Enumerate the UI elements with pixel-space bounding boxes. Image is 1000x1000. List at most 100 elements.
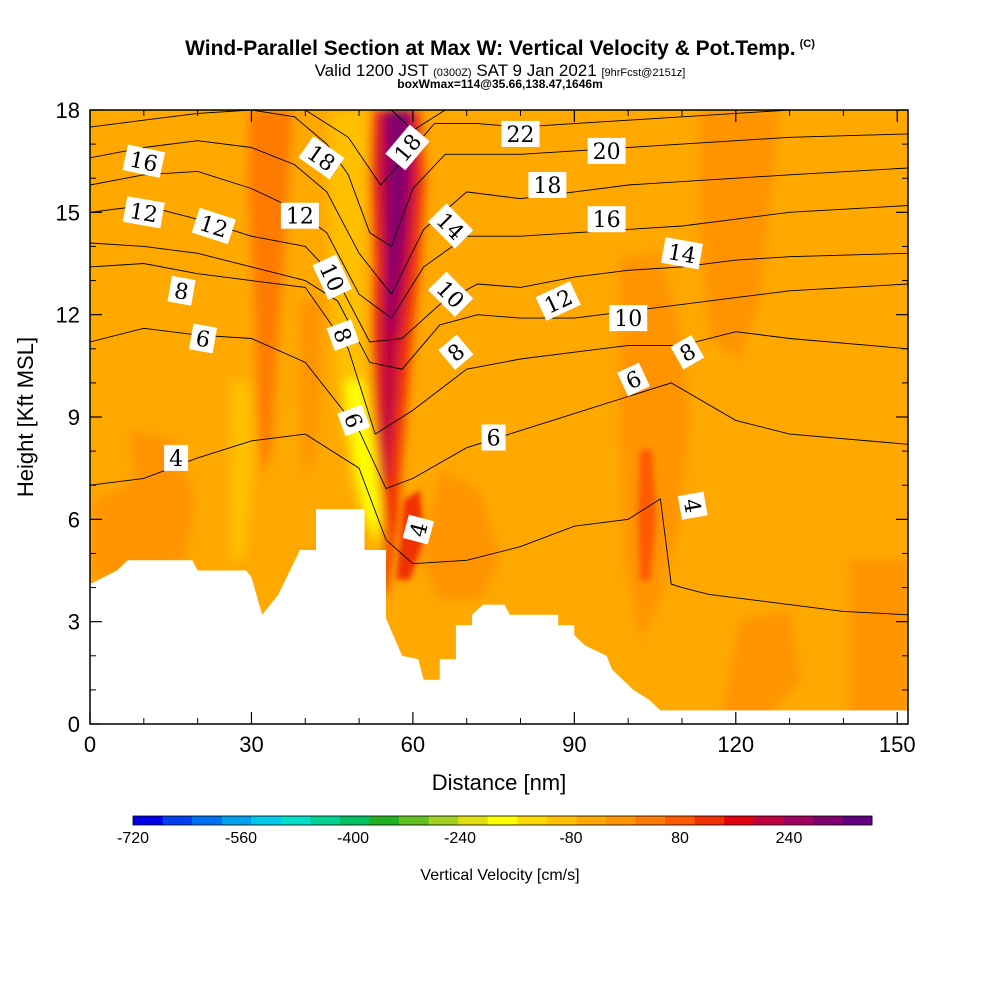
contour-label-text: 12 — [128, 199, 160, 228]
colorbar-swatch — [724, 816, 755, 825]
x-tick-label: 120 — [717, 732, 754, 757]
valid-time-text: Valid 1200 JST — [314, 61, 429, 80]
forecast-info: [9hrFcst@2151z] — [601, 67, 686, 79]
colorbar-frame — [132, 815, 873, 826]
contour-label-bg — [438, 334, 474, 370]
velocity-shading — [92, 110, 908, 724]
x-tick-label: 0 — [84, 732, 96, 757]
chart-title: Wind-Parallel Section at Max W: Vertical… — [0, 37, 1000, 61]
contour-label-text: 10 — [614, 307, 642, 332]
colorbar-swatch — [310, 816, 341, 825]
contour-label-bg — [298, 136, 345, 180]
colorbar-swatch — [251, 816, 282, 825]
contour-label-text: 6 — [487, 427, 501, 452]
copyright-mark: (C) — [799, 38, 815, 50]
theta-contour-10 — [90, 242, 908, 370]
updraft-left2 — [300, 300, 322, 480]
contour-label-bg — [385, 124, 430, 171]
x-tick-label: 30 — [239, 732, 263, 757]
downdraft-left — [230, 380, 255, 560]
contour-label-text: 18 — [533, 174, 561, 199]
updraft-mid — [378, 110, 416, 480]
colorbar-swatch — [280, 816, 311, 825]
contour-label-bg — [501, 120, 540, 147]
colorbar-swatch — [694, 816, 725, 825]
colorbar-tick-label: -720 — [117, 830, 149, 847]
contour-label-26: 4 — [677, 491, 708, 520]
contour-label-bg — [427, 271, 474, 317]
colorbar-tick-label: 240 — [776, 830, 803, 847]
colorbar-swatch — [665, 816, 696, 825]
contour-label-17: 8 — [326, 319, 360, 351]
contour-label-bg — [535, 281, 581, 321]
colorbar-swatch — [487, 816, 518, 825]
contour-label-bg — [312, 254, 353, 300]
contour-label-13: 10 — [609, 305, 648, 332]
y-tick-label: 12 — [56, 303, 80, 328]
contour-label-1: 12 — [122, 196, 165, 229]
colorbar-swatch — [133, 816, 164, 825]
contour-label-0: 16 — [122, 144, 166, 178]
theta-contour-8 — [90, 263, 908, 435]
contour-label-bg — [167, 275, 196, 306]
contour-label-20: 6 — [188, 323, 218, 354]
colorbar-tick-label: -560 — [225, 830, 257, 847]
contour-label-bg — [188, 323, 218, 354]
valid-time-line: Valid 1200 JST (0300Z) SAT 9 Jan 2021 [9… — [0, 61, 1000, 81]
contour-label-text: 12 — [286, 205, 314, 230]
contour-label-bg — [587, 137, 626, 164]
contour-label-bg — [402, 514, 434, 545]
contour-label-bg — [337, 404, 371, 437]
colorbar-swatch — [576, 816, 607, 825]
theta-contours — [90, 110, 908, 616]
colorbar-swatch — [221, 816, 252, 825]
contour-label-text: 8 — [172, 279, 190, 306]
contour-label-bg — [670, 334, 705, 370]
contour-label-bg — [661, 237, 703, 270]
y-tick-label: 15 — [56, 200, 80, 225]
contour-label-6: 22 — [501, 120, 540, 148]
contour-label-8: 18 — [528, 172, 567, 199]
contour-label-text: 4 — [169, 447, 183, 472]
contour-label-bg — [528, 172, 567, 198]
colorbar-swatch — [753, 816, 784, 825]
box-wmax-info: boxWmax=114@35.66,138.47,1646m — [397, 77, 603, 91]
lower-right-patch — [850, 560, 908, 724]
contour-label-bg — [587, 206, 626, 233]
colorbar-swatch — [546, 816, 577, 825]
theta-contour-14 — [90, 170, 908, 319]
contour-label-text: 4 — [678, 497, 705, 515]
x-tick-label: 60 — [401, 732, 425, 757]
colorbar-swatch — [842, 816, 873, 825]
contour-label-bg — [677, 491, 708, 520]
x-tick-label: 150 — [879, 732, 916, 757]
colorbar-swatch — [635, 816, 666, 825]
contour-label-25: 4 — [402, 514, 434, 545]
contour-label-9: 16 — [587, 206, 626, 233]
colorbar-swatch — [605, 816, 637, 825]
y-axis-title: Height [Kft MSL] — [13, 337, 38, 497]
contour-label-text: 22 — [507, 123, 535, 148]
colorbar-swatch — [783, 816, 814, 825]
theta-contour-20 — [305, 110, 790, 186]
right-core — [638, 450, 656, 580]
contour-label-22: 6 — [481, 424, 506, 452]
contour-label-text: 16 — [127, 148, 160, 178]
y-tick-label: 6 — [68, 507, 80, 532]
contour-label-bg — [122, 196, 165, 229]
lee-lobe — [420, 470, 500, 600]
contour-label-bg — [609, 305, 648, 332]
contour-label-7: 20 — [587, 137, 626, 165]
contour-label-bg — [122, 144, 166, 178]
x-axis-title: Distance [nm] — [432, 770, 567, 795]
contour-label-23: 6 — [617, 362, 650, 397]
contour-label-text: 14 — [666, 240, 698, 269]
theta-contour-16 — [90, 140, 908, 296]
contour-label-bg — [280, 202, 319, 229]
colorbar-title: Vertical Velocity [cm/s] — [420, 867, 579, 884]
y-tick-label: 3 — [68, 610, 80, 635]
colorbar-swatch — [399, 816, 430, 825]
colorbar-swatch — [517, 816, 548, 825]
colorbar-tick-label: -400 — [337, 830, 369, 847]
